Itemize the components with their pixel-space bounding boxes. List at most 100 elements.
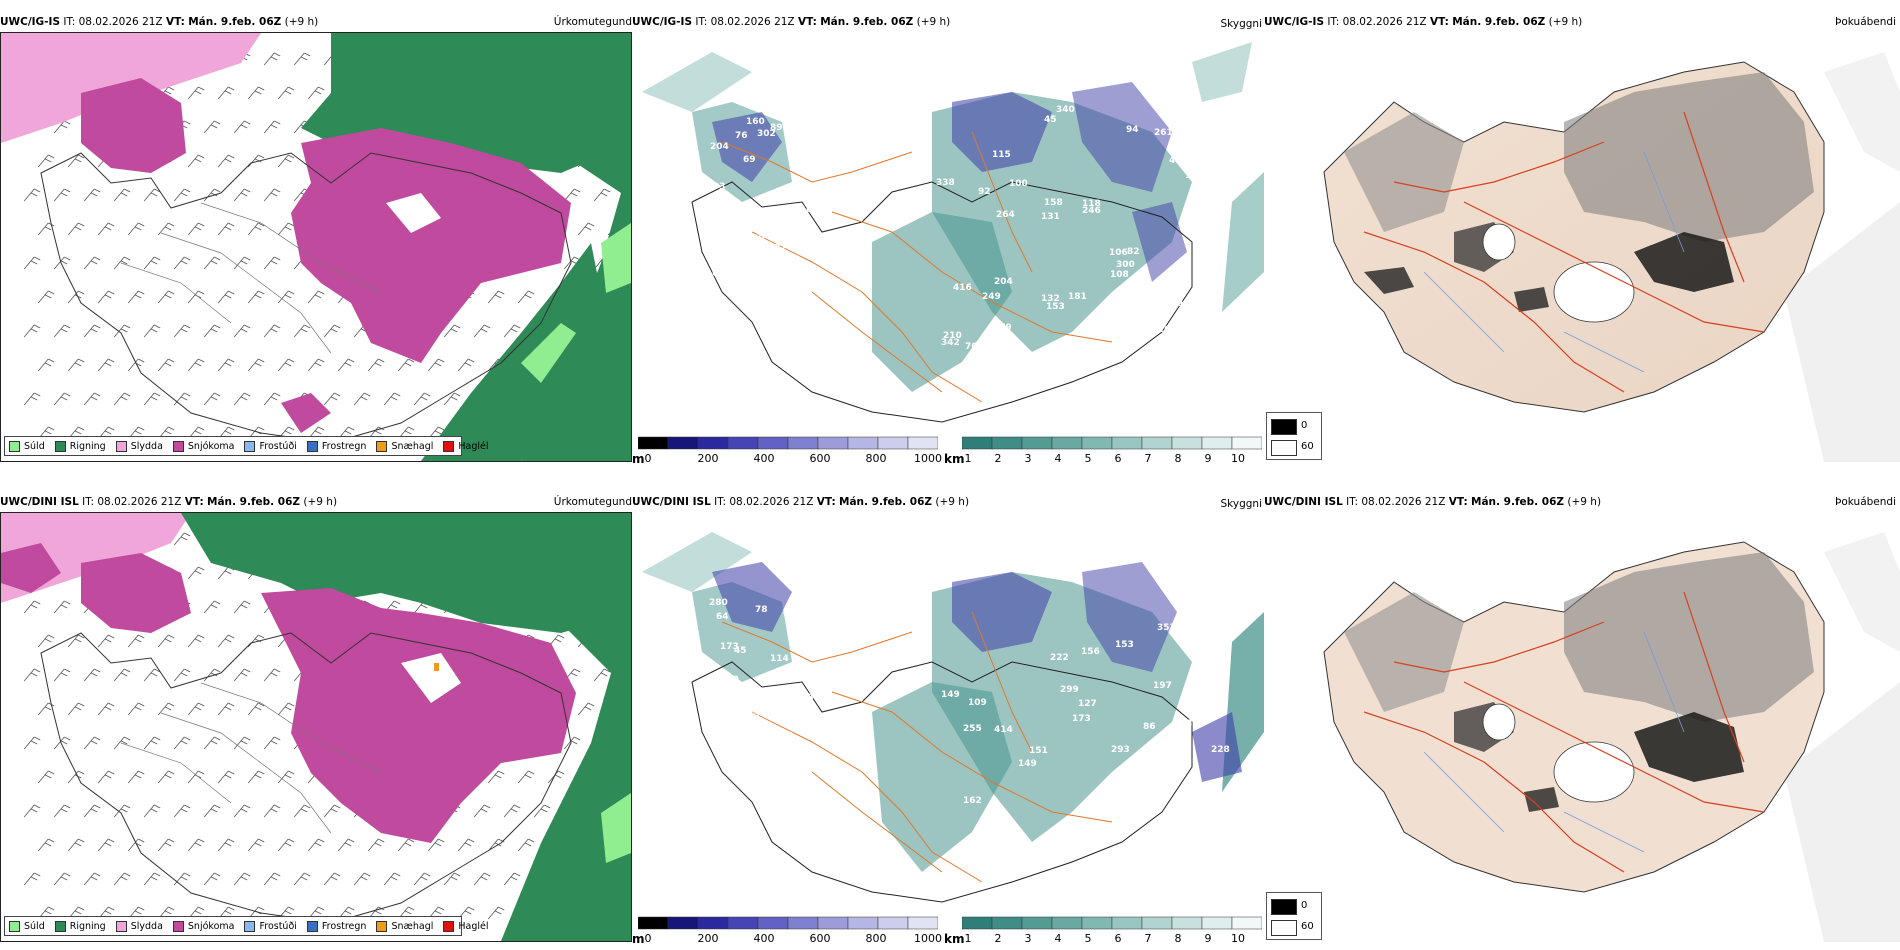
visibility-value: 439 bbox=[1169, 156, 1188, 166]
colorbar-cell bbox=[877, 436, 909, 450]
visibility-value: 204 bbox=[994, 277, 1013, 287]
wind-barb bbox=[37, 154, 55, 168]
legend-item: Slydda bbox=[115, 920, 163, 932]
visibility-value: 114 bbox=[1200, 179, 1219, 189]
wind-barb bbox=[113, 872, 131, 886]
visibility-value: 45 bbox=[1044, 115, 1057, 125]
legend-item: Frostúði bbox=[244, 440, 297, 452]
visibility-value: 173 bbox=[720, 642, 739, 652]
wind-barb bbox=[187, 358, 205, 372]
colorbar-cell bbox=[847, 916, 879, 930]
wind-barb bbox=[97, 634, 115, 648]
legend-swatch bbox=[244, 920, 256, 932]
wind-barb bbox=[143, 324, 161, 338]
visibility-value: 197 bbox=[1178, 299, 1197, 309]
wind-barb bbox=[67, 634, 85, 648]
wind-barb bbox=[367, 358, 385, 372]
legend-item: Frostregn bbox=[306, 440, 366, 452]
wind-barb bbox=[503, 324, 521, 338]
wind-barb bbox=[97, 290, 115, 304]
visibility-value: 45 bbox=[734, 646, 747, 656]
wind-barbs bbox=[23, 532, 625, 920]
cbar-m-ticks: 0 200 400 600 800 1000 bbox=[644, 452, 943, 465]
wind-barb bbox=[383, 392, 401, 406]
visibility-value: 78 bbox=[755, 605, 768, 615]
legend-swatch bbox=[376, 920, 388, 932]
wind-barb bbox=[203, 324, 221, 338]
wind-barb bbox=[517, 838, 535, 852]
wind-barb bbox=[263, 804, 281, 818]
wind-barb bbox=[97, 222, 115, 236]
colorbar-cell bbox=[1201, 916, 1233, 930]
wind-barb bbox=[173, 256, 191, 270]
wind-barb bbox=[277, 358, 295, 372]
legend-item: Frostúði bbox=[244, 920, 297, 932]
wind-barb bbox=[487, 770, 505, 784]
visibility-value: 86 bbox=[1143, 722, 1156, 732]
wind-barb bbox=[67, 358, 85, 372]
visibility-value: 173 bbox=[795, 693, 814, 703]
legend-item: Snæhagl bbox=[376, 440, 433, 452]
legend-swatch bbox=[115, 440, 127, 452]
fog-panel-row1: UWC/IG-IS IT: 08.02.2026 21Z VT: Mán. 9.… bbox=[1264, 16, 1900, 464]
visibility-value: 114 bbox=[770, 654, 789, 664]
wind-barb bbox=[97, 838, 115, 852]
legend-swatch bbox=[1271, 899, 1297, 915]
visibility-map: 173 173 114 280 89 64 110 45 49 78 44 90 65 77 108 120 8… bbox=[632, 512, 1264, 912]
wind-barb bbox=[83, 392, 101, 406]
wind-barb bbox=[97, 358, 115, 372]
legend-item: Snjókoma bbox=[172, 920, 234, 932]
wind-barb bbox=[53, 256, 71, 270]
visibility-value: 340 bbox=[1056, 105, 1075, 115]
panel-header: UWC/IG-IS IT: 08.02.2026 21Z VT: Mán. 9.… bbox=[0, 16, 632, 28]
wind-barb bbox=[83, 324, 101, 338]
fog-index-map bbox=[1264, 512, 1900, 942]
legend-item: Rigning bbox=[54, 920, 106, 932]
wind-barb bbox=[383, 872, 401, 886]
precip-type-map bbox=[0, 512, 632, 942]
colorbar-cell bbox=[1141, 916, 1173, 930]
wind-barb bbox=[127, 222, 145, 236]
colorbar-cell bbox=[907, 916, 938, 930]
panel-header: UWC/DINI ISL IT: 08.02.2026 21Z VT: Mán.… bbox=[632, 496, 1263, 510]
wind-barb bbox=[427, 838, 445, 852]
visibility-value: 208 bbox=[1158, 325, 1177, 335]
cbar-m-ticks: 0 200 400 600 800 1000 bbox=[644, 932, 943, 945]
wind-barb bbox=[247, 86, 265, 100]
visibility-value: 90 bbox=[797, 750, 810, 760]
colorbar-cell bbox=[817, 436, 849, 450]
legend-item: Haglél bbox=[443, 920, 489, 932]
visibility-value: 108 bbox=[774, 731, 793, 741]
colorbar-cell bbox=[1171, 916, 1203, 930]
wind-barb bbox=[307, 358, 325, 372]
wind-barb bbox=[263, 52, 281, 66]
visibility-value: 105 bbox=[800, 205, 819, 215]
wind-barb bbox=[127, 634, 145, 648]
panel-header: UWC/IG-IS IT: 08.02.2026 21Z VT: Mán. 9.… bbox=[1264, 16, 1896, 28]
vis-colorbar-km bbox=[962, 436, 1262, 450]
wind-barb bbox=[353, 872, 371, 886]
wind-barb bbox=[217, 290, 235, 304]
colorbar-cell bbox=[1051, 916, 1083, 930]
colorbar-cell bbox=[697, 436, 729, 450]
wind-barb bbox=[203, 668, 221, 682]
wind-barb bbox=[83, 872, 101, 886]
visibility-value: 179 bbox=[993, 323, 1012, 333]
wind-barb bbox=[23, 256, 41, 270]
wind-barb bbox=[113, 324, 131, 338]
precip-type-legend: Súld Rigning Slydda Snjókoma Frostúði Fr… bbox=[4, 916, 489, 936]
wind-barb bbox=[67, 838, 85, 852]
visibility-value: 106 bbox=[1109, 248, 1128, 258]
visibility-value: 359 bbox=[1179, 623, 1198, 633]
wind-barb bbox=[203, 392, 221, 406]
wind-barb bbox=[233, 736, 251, 750]
wind-barb bbox=[233, 324, 251, 338]
visibility-values: 173 173 114 280 89 64 110 45 49 78 44 90 65 77 108 120 8… bbox=[709, 598, 1230, 833]
cbar-km-ticks: 1 2 3 4 5 6 7 8 9 10 bbox=[964, 452, 1246, 465]
panel-product-title: Skyggni bbox=[1220, 498, 1263, 510]
wind-barb bbox=[503, 872, 521, 886]
wind-barb bbox=[263, 668, 281, 682]
visibility-value: 65 bbox=[743, 743, 756, 753]
precip-type-map bbox=[0, 32, 632, 462]
visibility-value: 100 bbox=[1009, 179, 1028, 189]
